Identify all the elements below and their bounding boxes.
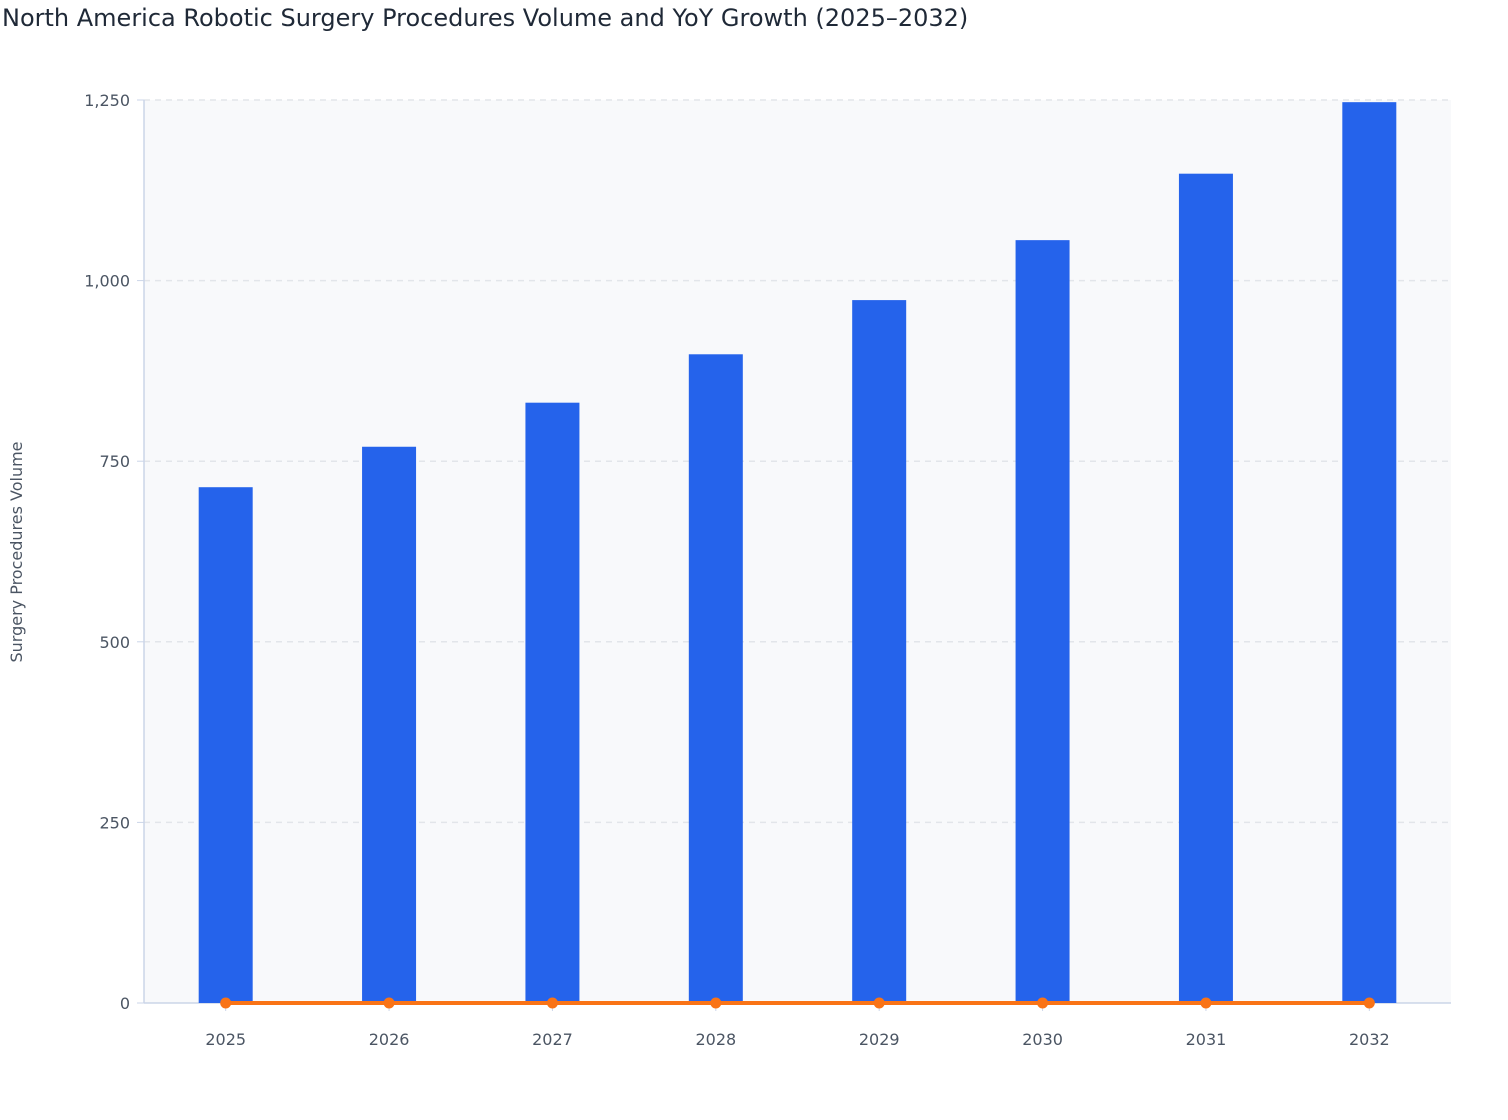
y-tick-label: 250 <box>99 813 130 832</box>
growth-point-2027 <box>546 997 558 1009</box>
bar-2032 <box>1342 102 1397 1004</box>
y-tick-label: 0 <box>120 994 130 1013</box>
x-tick-label: 2027 <box>532 1030 573 1049</box>
bar-2029 <box>852 300 907 1003</box>
plot-area <box>144 100 1451 1003</box>
y-tick-label: 1,000 <box>84 272 130 291</box>
y-tick-label: 1,250 <box>84 91 130 110</box>
bar-2027 <box>525 402 580 1003</box>
bar-2030 <box>1015 240 1070 1003</box>
bar-2025 <box>198 487 253 1003</box>
bar-2031 <box>1178 173 1233 1003</box>
x-tick-label: 2031 <box>1186 1030 1227 1049</box>
bar-2026 <box>362 446 417 1003</box>
bar-2028 <box>688 354 743 1003</box>
x-tick-label: 2026 <box>369 1030 410 1049</box>
x-tick-label: 2029 <box>859 1030 900 1049</box>
chart-title: North America Robotic Surgery Procedures… <box>2 4 969 32</box>
growth-point-2028 <box>710 997 722 1009</box>
x-tick-label: 2032 <box>1349 1030 1390 1049</box>
x-tick-label: 2028 <box>695 1030 736 1049</box>
growth-point-2029 <box>873 997 885 1009</box>
y-axis-title: Surgery Procedures Volume <box>7 441 26 662</box>
y-tick-label: 500 <box>99 633 130 652</box>
growth-point-2032 <box>1363 997 1375 1009</box>
x-tick-label: 2025 <box>205 1030 246 1049</box>
growth-point-2025 <box>220 997 232 1009</box>
x-tick-label: 2030 <box>1022 1030 1063 1049</box>
y-tick-label: 750 <box>99 452 130 471</box>
growth-point-2026 <box>383 997 395 1009</box>
growth-point-2031 <box>1200 997 1212 1009</box>
growth-point-2030 <box>1037 997 1049 1009</box>
